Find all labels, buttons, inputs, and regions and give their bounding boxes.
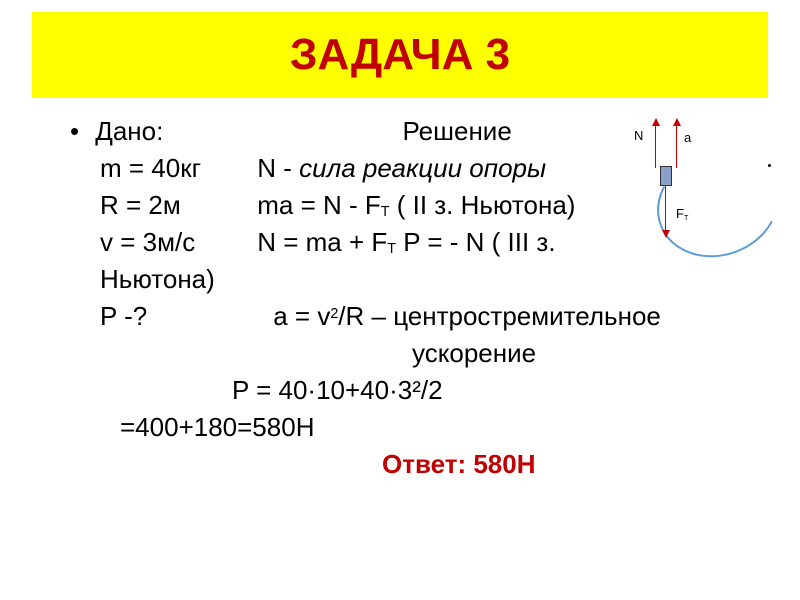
line-calc-2: =400+180=580Н [32, 412, 768, 443]
expl-P-eq: P = - N ( III з. [396, 227, 556, 257]
wrap-newton3: Ньютона) [100, 264, 215, 294]
expl-newton2-eq: ma = N - F [257, 190, 381, 220]
title-bar: ЗАДАЧА 3 [32, 12, 768, 98]
slide: ЗАДАЧА 3 Дано: Решение m = 40кг N - сила… [0, 0, 800, 600]
expl-accel: a = v [273, 301, 330, 331]
calc-1: P = 40·10+40·3²/2 [232, 375, 443, 405]
given-radius: R = 2м [100, 190, 250, 221]
label-Ft-sub: Т [684, 214, 688, 222]
label-a-text: a [684, 130, 691, 145]
line-answer: Ответ: 580Н [32, 449, 768, 480]
label-Ft-text: F [676, 206, 684, 221]
label-N-text: N [634, 128, 643, 143]
title-text: ЗАДАЧА 3 [290, 30, 510, 79]
word-uskorenie: ускорение [412, 338, 536, 368]
expl-N-sub: Т [387, 241, 396, 257]
label-reshenie: Решение [402, 116, 511, 146]
expl-accel-tail: /R – центростремительное [338, 301, 661, 331]
line-velocity-wrap: Ньютона) [32, 264, 768, 295]
given-mass: m = 40кг [100, 153, 250, 184]
line-calc-1: P = 40·10+40·3²/2 [32, 375, 768, 406]
body-node [660, 166, 672, 186]
answer-text: Ответ: 580Н [382, 449, 536, 479]
free-body-diagram: N a FТ [620, 118, 770, 258]
label-dano: Дано: [95, 116, 395, 147]
expl-newton2-tail: ( II з. Ньютона) [389, 190, 575, 220]
expl-N-pre: N - [257, 153, 299, 183]
label-N: N [634, 128, 643, 143]
label-Ft: FТ [676, 206, 688, 222]
line-find: P -? a = v2/R – центростремительное [32, 301, 768, 332]
find-P: P -? [100, 301, 266, 332]
given-velocity: v = 3м/с [100, 227, 250, 258]
arrow-a [676, 124, 677, 168]
calc-2: =400+180=580Н [120, 412, 314, 442]
center-dot [768, 164, 771, 167]
expl-N-eq: N = ma + F [257, 227, 387, 257]
label-a: a [684, 130, 691, 145]
line-accel-word: ускорение [32, 338, 768, 369]
expl-N-italic: сила реакции опоры [299, 153, 546, 183]
arrow-Ft [665, 182, 666, 232]
arrow-N [655, 124, 656, 168]
